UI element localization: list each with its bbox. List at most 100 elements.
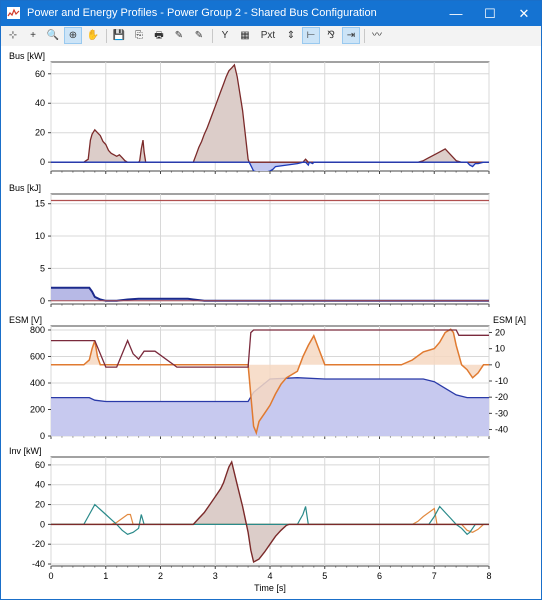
y2-tick-label: 20 (495, 327, 505, 337)
fit-button[interactable]: ⇥ (342, 27, 360, 44)
minimize-button[interactable]: — (449, 6, 463, 21)
split-button[interactable]: ⊢ (302, 27, 320, 44)
y2-axis-label: ESM [A] (493, 315, 526, 325)
y-tick-label: 40 (35, 480, 45, 490)
x-tick-label: 3 (213, 571, 218, 581)
legend-button[interactable]: ⅋ (322, 27, 340, 44)
y-tick-label: 15 (35, 199, 45, 209)
toolbar-separator (106, 29, 107, 43)
plots-area: 0 20 40 60 Bus [kW] 0 5 10 15 Bus [kJ] 0 200 400 600 8… (1, 46, 541, 599)
x-tick-label: 5 (322, 571, 327, 581)
y-tick-label: 0 (40, 296, 45, 306)
bus-kj-area (51, 287, 489, 301)
bus-kw-negative-line (51, 161, 489, 171)
inv-main-line (51, 460, 489, 564)
x-axis-label: Time [s] (254, 583, 286, 593)
y2-tick-label: -20 (495, 392, 508, 402)
y-tick-label: 0 (40, 431, 45, 441)
maximize-button[interactable]: ☐ (484, 6, 496, 21)
x-tick-label: 6 (377, 571, 382, 581)
esm-v-line (51, 329, 489, 368)
esm-low-area (51, 377, 489, 436)
pixel-button[interactable]: Pxt (256, 27, 280, 44)
inv-orange-line (51, 507, 489, 533)
copy-button[interactable]: ⎘ (130, 27, 148, 44)
legend-icon: ⅋ (327, 30, 335, 41)
y-tick-label: 200 (30, 404, 45, 414)
y-tick-label: -20 (32, 539, 45, 549)
chart-app-icon (7, 7, 20, 19)
x-tick-label: 1 (103, 571, 108, 581)
y-axis-icon: Y (221, 30, 229, 41)
pixel-icon: Pxt (260, 30, 276, 41)
fit-icon: ⇥ (346, 30, 356, 41)
y-tick-label: 20 (35, 128, 45, 138)
properties-button[interactable]: ✎ (190, 27, 208, 44)
inv-main-area (51, 462, 489, 562)
print-icon: 🖶 (154, 30, 164, 41)
toolbar-separator (212, 29, 213, 43)
bus-kw-negative-area (51, 162, 489, 171)
edit-icon: ✎ (174, 30, 184, 41)
close-button[interactable]: ✕ (518, 6, 530, 21)
crosshair-button[interactable]: ⊹ (4, 27, 22, 44)
signal-icon: 〰 (372, 30, 382, 41)
edit-button[interactable]: ✎ (170, 27, 188, 44)
y-tick-label: 60 (35, 460, 45, 470)
bus-kw-positive-area (51, 64, 489, 163)
x-tick-label: 7 (432, 571, 437, 581)
split-icon: ⊢ (306, 30, 316, 41)
print-button[interactable]: 🖶 (150, 27, 168, 44)
zoom-out-icon: 🔍 (46, 30, 60, 41)
plot-content (51, 328, 489, 436)
zoom-in-icon: ⊕ (68, 30, 78, 41)
scale-button[interactable]: ⇕ (282, 27, 300, 44)
copy-icon: ⎘ (135, 30, 143, 41)
x-tick-label: 2 (158, 571, 163, 581)
add-point-button[interactable]: + (24, 27, 42, 44)
scale-icon: ⇕ (286, 30, 296, 41)
y-axis-label: Bus [kW] (9, 51, 45, 61)
zoom-out-button[interactable]: 🔍 (44, 27, 62, 44)
zoom-in-button[interactable]: ⊕ (64, 27, 82, 44)
y-tick-label: 5 (40, 263, 45, 273)
pan-button[interactable]: ✋ (84, 27, 102, 44)
bus-kw-positive-line (51, 63, 489, 163)
toolbar: ⊹ + 🔍 ⊕ ✋ 💾 ⎘ 🖶 ✎ ✎ Y ▦ Pxt ⇕ ⊢ ⅋ ⇥ 〰 (1, 26, 541, 47)
y-axis-label: ESM [V] (9, 315, 42, 325)
y2-tick-label: 10 (495, 344, 505, 354)
y-tick-label: 20 (35, 500, 45, 510)
y2-tick-label: -10 (495, 376, 508, 386)
x-tick-label: 8 (486, 571, 491, 581)
calculator-icon: ▦ (240, 30, 250, 41)
properties-icon: ✎ (194, 30, 204, 41)
y-tick-label: 600 (30, 351, 45, 361)
plot-content (51, 199, 489, 302)
esm-low-line (51, 377, 489, 403)
y2-tick-label: -40 (495, 425, 508, 435)
y2-tick-label: 0 (495, 360, 500, 370)
y-axis-button[interactable]: Y (216, 27, 234, 44)
signal-button[interactable]: 〰 (368, 27, 386, 44)
y-tick-label: 400 (30, 378, 45, 388)
y-tick-label: 40 (35, 98, 45, 108)
save-button[interactable]: 💾 (110, 27, 128, 44)
y-tick-label: 60 (35, 69, 45, 79)
crosshair-icon: ⊹ (8, 30, 18, 41)
window-title: Power and Energy Profiles - Power Group … (27, 7, 377, 19)
plot-content (51, 63, 489, 171)
y-tick-label: -40 (32, 559, 45, 569)
toolbar-separator (364, 29, 365, 43)
title-bar[interactable]: Power and Energy Profiles - Power Group … (1, 1, 541, 26)
save-icon: 💾 (112, 30, 126, 41)
calculator-button[interactable]: ▦ (236, 27, 254, 44)
y-axis-label: Bus [kJ] (9, 183, 41, 193)
x-tick-label: 4 (267, 571, 272, 581)
esm-a-area (51, 329, 489, 433)
y-axis-label: Inv [kW] (9, 446, 42, 456)
inv-teal-line (51, 503, 489, 536)
x-tick-label: 0 (48, 571, 53, 581)
esm-a-line (51, 328, 489, 436)
